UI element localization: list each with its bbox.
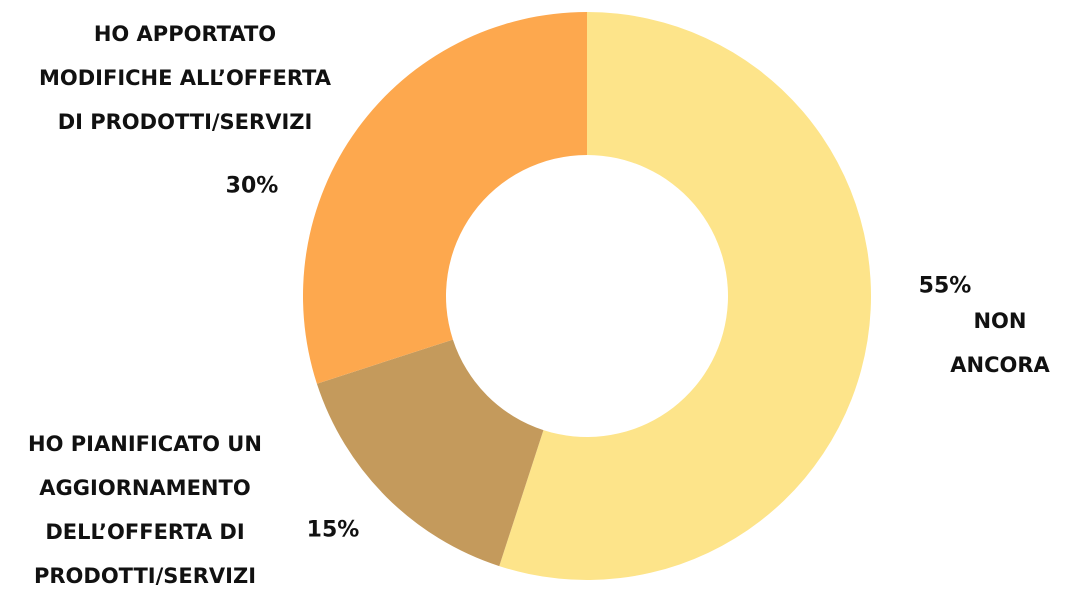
chart: NON ANCORA55%HO PIANIFICATO UN AGGIORNAM… xyxy=(0,0,1087,589)
category-label: NON ANCORA xyxy=(950,299,1050,387)
donut-slice xyxy=(303,12,587,384)
value-label: 30% xyxy=(226,174,279,199)
category-label: HO APPORTATO MODIFICHE ALL’OFFERTA DI PR… xyxy=(39,12,331,144)
category-label: HO PIANIFICATO UN AGGIORNAMENTO DELL’OFF… xyxy=(28,422,262,598)
value-label: 55% xyxy=(919,274,972,299)
value-label: 15% xyxy=(307,518,360,543)
